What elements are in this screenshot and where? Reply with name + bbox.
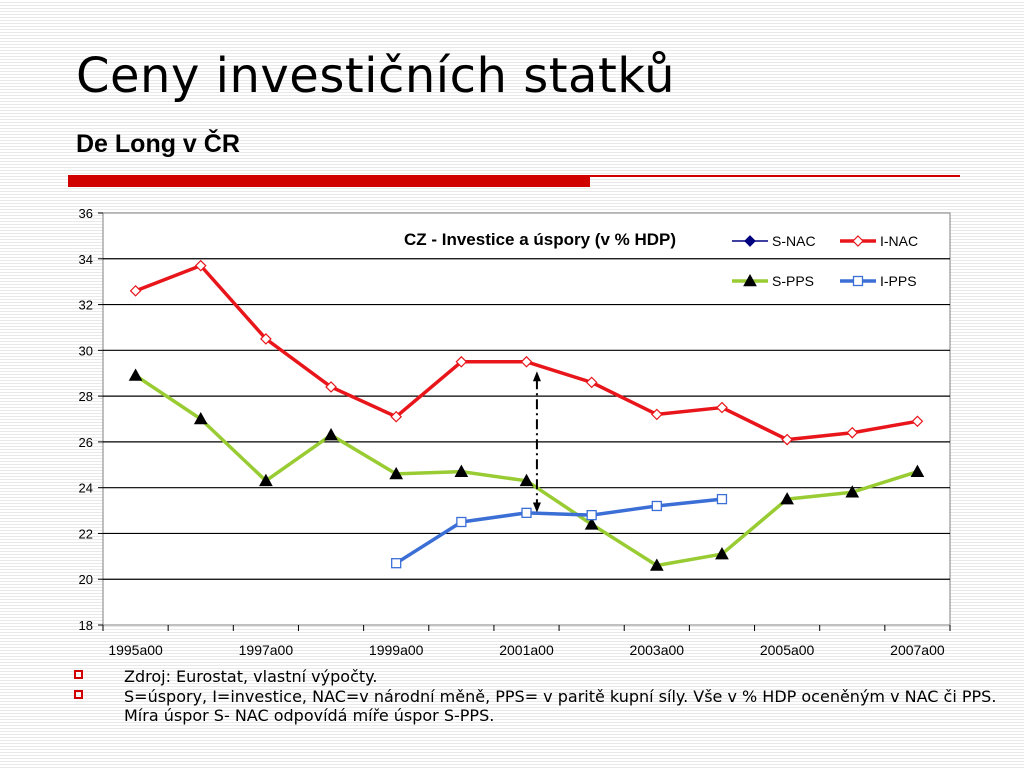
y-tick-label: 28 bbox=[79, 389, 93, 404]
x-tick-label: 1999a00 bbox=[369, 642, 424, 658]
data-point-s-pps bbox=[649, 558, 664, 571]
note-item: S=úspory, I=investice, NAC=v národní měn… bbox=[72, 687, 1012, 725]
plot-area bbox=[102, 212, 951, 626]
chart: 18 20 22 24 26 28 30 32 34 36 1995a00 1997a00 1999a0… bbox=[60, 203, 962, 668]
data-point-s-pps bbox=[324, 427, 338, 441]
notes-list: Zdroj: Eurostat, vlastní výpočty. S=úspo… bbox=[72, 667, 1012, 726]
data-point-i-nac bbox=[390, 410, 403, 423]
y-tick-label: 36 bbox=[79, 206, 93, 221]
data-point-s-pps bbox=[519, 473, 534, 487]
legend-marker-i-nac bbox=[852, 235, 864, 247]
y-tick-label: 32 bbox=[79, 298, 93, 313]
data-point-i-pps bbox=[586, 509, 597, 521]
series-line-i-pps bbox=[395, 497, 723, 565]
x-tick-label: 1997a00 bbox=[239, 642, 294, 658]
x-tick-label: 2005a00 bbox=[760, 642, 815, 658]
legend-marker-i-pps bbox=[852, 275, 864, 287]
legend-label-s-nac: S-NAC bbox=[772, 233, 816, 249]
x-tick-label: 2001a00 bbox=[499, 642, 554, 658]
data-point-i-nac bbox=[325, 381, 337, 393]
data-point-s-pps bbox=[584, 517, 599, 530]
data-point-s-pps bbox=[780, 492, 794, 505]
y-tick-label: 26 bbox=[79, 435, 93, 450]
hollow-square-icon bbox=[74, 690, 83, 699]
y-tick-label: 18 bbox=[79, 618, 93, 633]
data-point-i-nac bbox=[520, 355, 533, 368]
y-tick-label: 20 bbox=[79, 572, 93, 587]
y-tick-label: 22 bbox=[79, 526, 93, 541]
data-point-s-pps bbox=[128, 368, 143, 381]
chart-title: CZ - Investice a úspory (v % HDP) bbox=[404, 230, 676, 249]
data-point-s-pps bbox=[845, 485, 860, 498]
slide-title: Ceny investičních statků bbox=[76, 48, 676, 104]
x-tick-label: 2007a00 bbox=[890, 642, 945, 658]
y-tick-label: 34 bbox=[79, 252, 93, 267]
slide-subtitle: De Long v ČR bbox=[76, 130, 240, 158]
note-text: Zdroj: Eurostat, vlastní výpočty. bbox=[124, 667, 378, 686]
y-tick-label: 30 bbox=[79, 343, 93, 358]
legend-label-i-pps: I-PPS bbox=[880, 273, 917, 289]
accent-bar bbox=[68, 175, 590, 187]
data-point-i-nac bbox=[650, 408, 663, 421]
data-point-s-pps bbox=[259, 473, 273, 487]
data-point-i-nac bbox=[585, 376, 598, 389]
data-point-i-nac bbox=[260, 333, 272, 345]
x-tick-label: 1995a00 bbox=[108, 642, 163, 658]
data-point-i-pps bbox=[456, 516, 467, 528]
data-point-i-nac bbox=[781, 433, 793, 446]
note-item: Zdroj: Eurostat, vlastní výpočty. bbox=[72, 667, 1012, 686]
annotation-arrowhead-bottom bbox=[532, 502, 541, 513]
x-tick-label: 2003a00 bbox=[630, 642, 685, 658]
data-point-i-nac bbox=[194, 259, 207, 272]
line-chart: 18 20 22 24 26 28 30 32 34 36 1995a00 1997a00 1999a0… bbox=[79, 206, 951, 658]
data-point-s-pps bbox=[193, 411, 208, 425]
data-point-s-pps bbox=[389, 466, 404, 480]
annotation-arrowhead-top bbox=[532, 371, 541, 382]
data-point-s-pps bbox=[454, 464, 469, 477]
legend-marker-s-nac bbox=[744, 235, 756, 247]
hollow-square-icon bbox=[74, 670, 83, 679]
data-point-i-nac bbox=[129, 284, 142, 297]
note-text: S=úspory, I=investice, NAC=v národní měn… bbox=[124, 687, 997, 725]
data-point-s-pps bbox=[715, 547, 729, 560]
data-point-i-nac bbox=[911, 415, 924, 428]
accent-line bbox=[590, 175, 960, 177]
data-point-i-nac bbox=[716, 401, 728, 414]
legend-label-i-nac: I-NAC bbox=[880, 233, 918, 249]
y-tick-label: 24 bbox=[79, 481, 93, 496]
data-point-i-nac bbox=[846, 426, 859, 439]
legend-marker-s-pps bbox=[743, 273, 757, 287]
data-point-i-pps bbox=[391, 558, 402, 569]
data-point-i-pps bbox=[521, 507, 532, 518]
data-point-i-pps bbox=[651, 500, 662, 512]
data-point-s-pps bbox=[910, 464, 925, 477]
data-point-i-nac bbox=[455, 355, 468, 368]
data-point-i-pps bbox=[716, 493, 728, 505]
legend-label-s-pps: S-PPS bbox=[772, 273, 814, 289]
